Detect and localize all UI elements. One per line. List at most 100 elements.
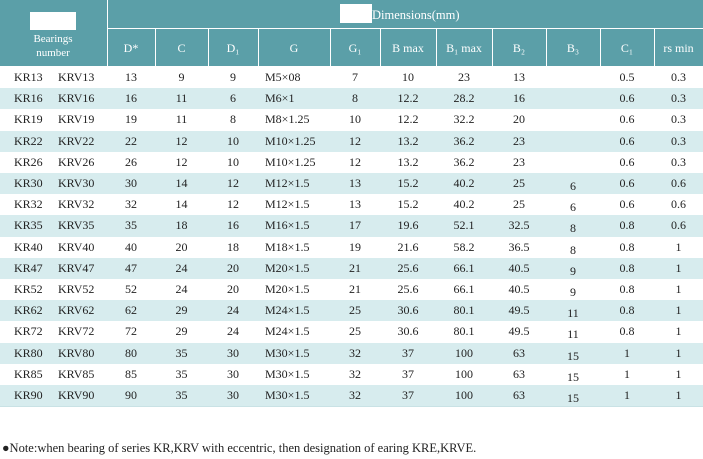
- table-cell: 80.1: [453, 303, 475, 318]
- table-cell: 0.6: [671, 218, 686, 233]
- table-cell: 37: [402, 388, 414, 402]
- table-cell: M20×1.5: [265, 260, 310, 275]
- table-cell: 40.5: [508, 260, 530, 275]
- table-cell: KR30: [14, 176, 43, 190]
- table-cell: 100: [455, 388, 473, 402]
- table-cell: KRV72: [58, 324, 95, 339]
- table-cell: 35: [175, 345, 188, 360]
- table-cell: 58.2: [453, 239, 475, 254]
- header-box: [30, 12, 76, 30]
- table-cell: 12.2: [397, 91, 419, 106]
- table-cell: 40: [125, 239, 137, 254]
- column-header: D*: [123, 41, 139, 55]
- table-cell: 19.6: [397, 218, 419, 233]
- table-cell: M18×1.5: [265, 239, 310, 254]
- table-cell: KR72: [14, 324, 43, 339]
- table-cell: 9: [178, 70, 185, 84]
- table-cell: 1: [675, 282, 682, 296]
- table-cell: 13: [349, 176, 361, 190]
- table-cell: 30.6: [397, 324, 419, 339]
- table-cell: 12: [175, 154, 188, 169]
- table-cell: 25: [349, 303, 361, 318]
- table-cell: 13: [349, 197, 361, 212]
- table-cell: KRV26: [58, 154, 95, 169]
- table-cell: 15: [567, 348, 579, 363]
- table-cell: 36.5: [508, 239, 530, 254]
- table-cell: KRV40: [58, 239, 95, 254]
- column-header: B₃: [566, 41, 580, 55]
- table-cell: KR35: [14, 218, 43, 233]
- table-cell: KRV13: [58, 70, 95, 84]
- table-cell: 20: [227, 282, 239, 296]
- table-cell: KR85: [14, 366, 43, 381]
- table-cell: 63: [513, 345, 525, 360]
- table-cell: 6: [570, 200, 576, 215]
- table-cell: 1: [624, 345, 630, 360]
- header-divider: [654, 28, 655, 66]
- table-cell: 18: [175, 218, 188, 233]
- table-cell: 24: [175, 282, 188, 296]
- table-cell: 15.2: [397, 176, 419, 190]
- table-cell: KR19: [14, 112, 43, 127]
- table-cell: M24×1.5: [265, 303, 310, 318]
- table-cell: 24: [227, 303, 239, 318]
- dimensions-header: Dimensions(mm): [372, 8, 460, 22]
- table-cell: 23: [513, 133, 525, 148]
- table-cell: 52: [125, 282, 137, 296]
- table-cell: 0.8: [619, 218, 635, 233]
- table-cell: 15: [567, 369, 579, 384]
- column-header: C: [177, 41, 186, 55]
- table-cell: 20: [175, 239, 188, 254]
- table-cell: KR22: [14, 133, 43, 148]
- table-cell: KRV32: [58, 197, 95, 212]
- table-cell: M10×1.25: [265, 154, 316, 169]
- column-header: B max: [392, 41, 424, 55]
- table-cell: 22: [125, 133, 137, 148]
- table-cell: 100: [455, 366, 473, 381]
- header-divider: [258, 28, 259, 66]
- table-cell: 35: [175, 388, 188, 402]
- table-cell: 10: [227, 133, 239, 148]
- table-cell: KR26: [14, 154, 43, 169]
- table-cell: 25: [513, 176, 525, 190]
- table-cell: 32: [125, 197, 137, 212]
- table-cell: 63: [513, 366, 525, 381]
- table-cell: KR80: [14, 345, 43, 360]
- table-cell: 0.6: [619, 112, 635, 127]
- table-cell: 29: [175, 324, 188, 339]
- table-cell: 1: [675, 239, 682, 254]
- table-cell: KRV22: [58, 133, 95, 148]
- table-cell: 36.2: [453, 133, 475, 148]
- table-cell: KR62: [14, 303, 43, 318]
- header-divider: [208, 28, 209, 66]
- table-cell: 25.6: [397, 282, 419, 296]
- header-divider: [107, 28, 703, 29]
- table-cell: 16: [513, 91, 525, 106]
- table-cell: 1: [675, 345, 682, 360]
- table-cell: 66.1: [453, 282, 475, 296]
- table-cell: 62: [125, 303, 137, 318]
- header-divider: [600, 28, 601, 66]
- column-header: G: [289, 41, 299, 55]
- table-cell: 19: [349, 239, 361, 254]
- header-divider: [107, 0, 108, 66]
- table-cell: KRV16: [58, 91, 95, 106]
- table-cell: KR47: [14, 260, 43, 275]
- table-cell: 12: [175, 133, 188, 148]
- table-cell: 63: [513, 388, 525, 402]
- table-cell: 0.6: [671, 197, 686, 212]
- table-cell: 12.2: [397, 112, 419, 127]
- table-cell: M12×1.5: [265, 197, 310, 212]
- table-cell: 17: [349, 218, 361, 233]
- table-cell: 1: [675, 366, 682, 381]
- table-cell: 21.6: [397, 239, 419, 254]
- table-cell: 1: [624, 388, 630, 402]
- table-cell: 20: [227, 260, 239, 275]
- table-cell: 13.2: [397, 133, 419, 148]
- table-cell: 85: [125, 366, 137, 381]
- table-cell: 24: [175, 260, 188, 275]
- table-cell: M30×1.5: [265, 345, 310, 360]
- table-cell: 0.8: [619, 260, 635, 275]
- table-cell: 19: [125, 112, 137, 127]
